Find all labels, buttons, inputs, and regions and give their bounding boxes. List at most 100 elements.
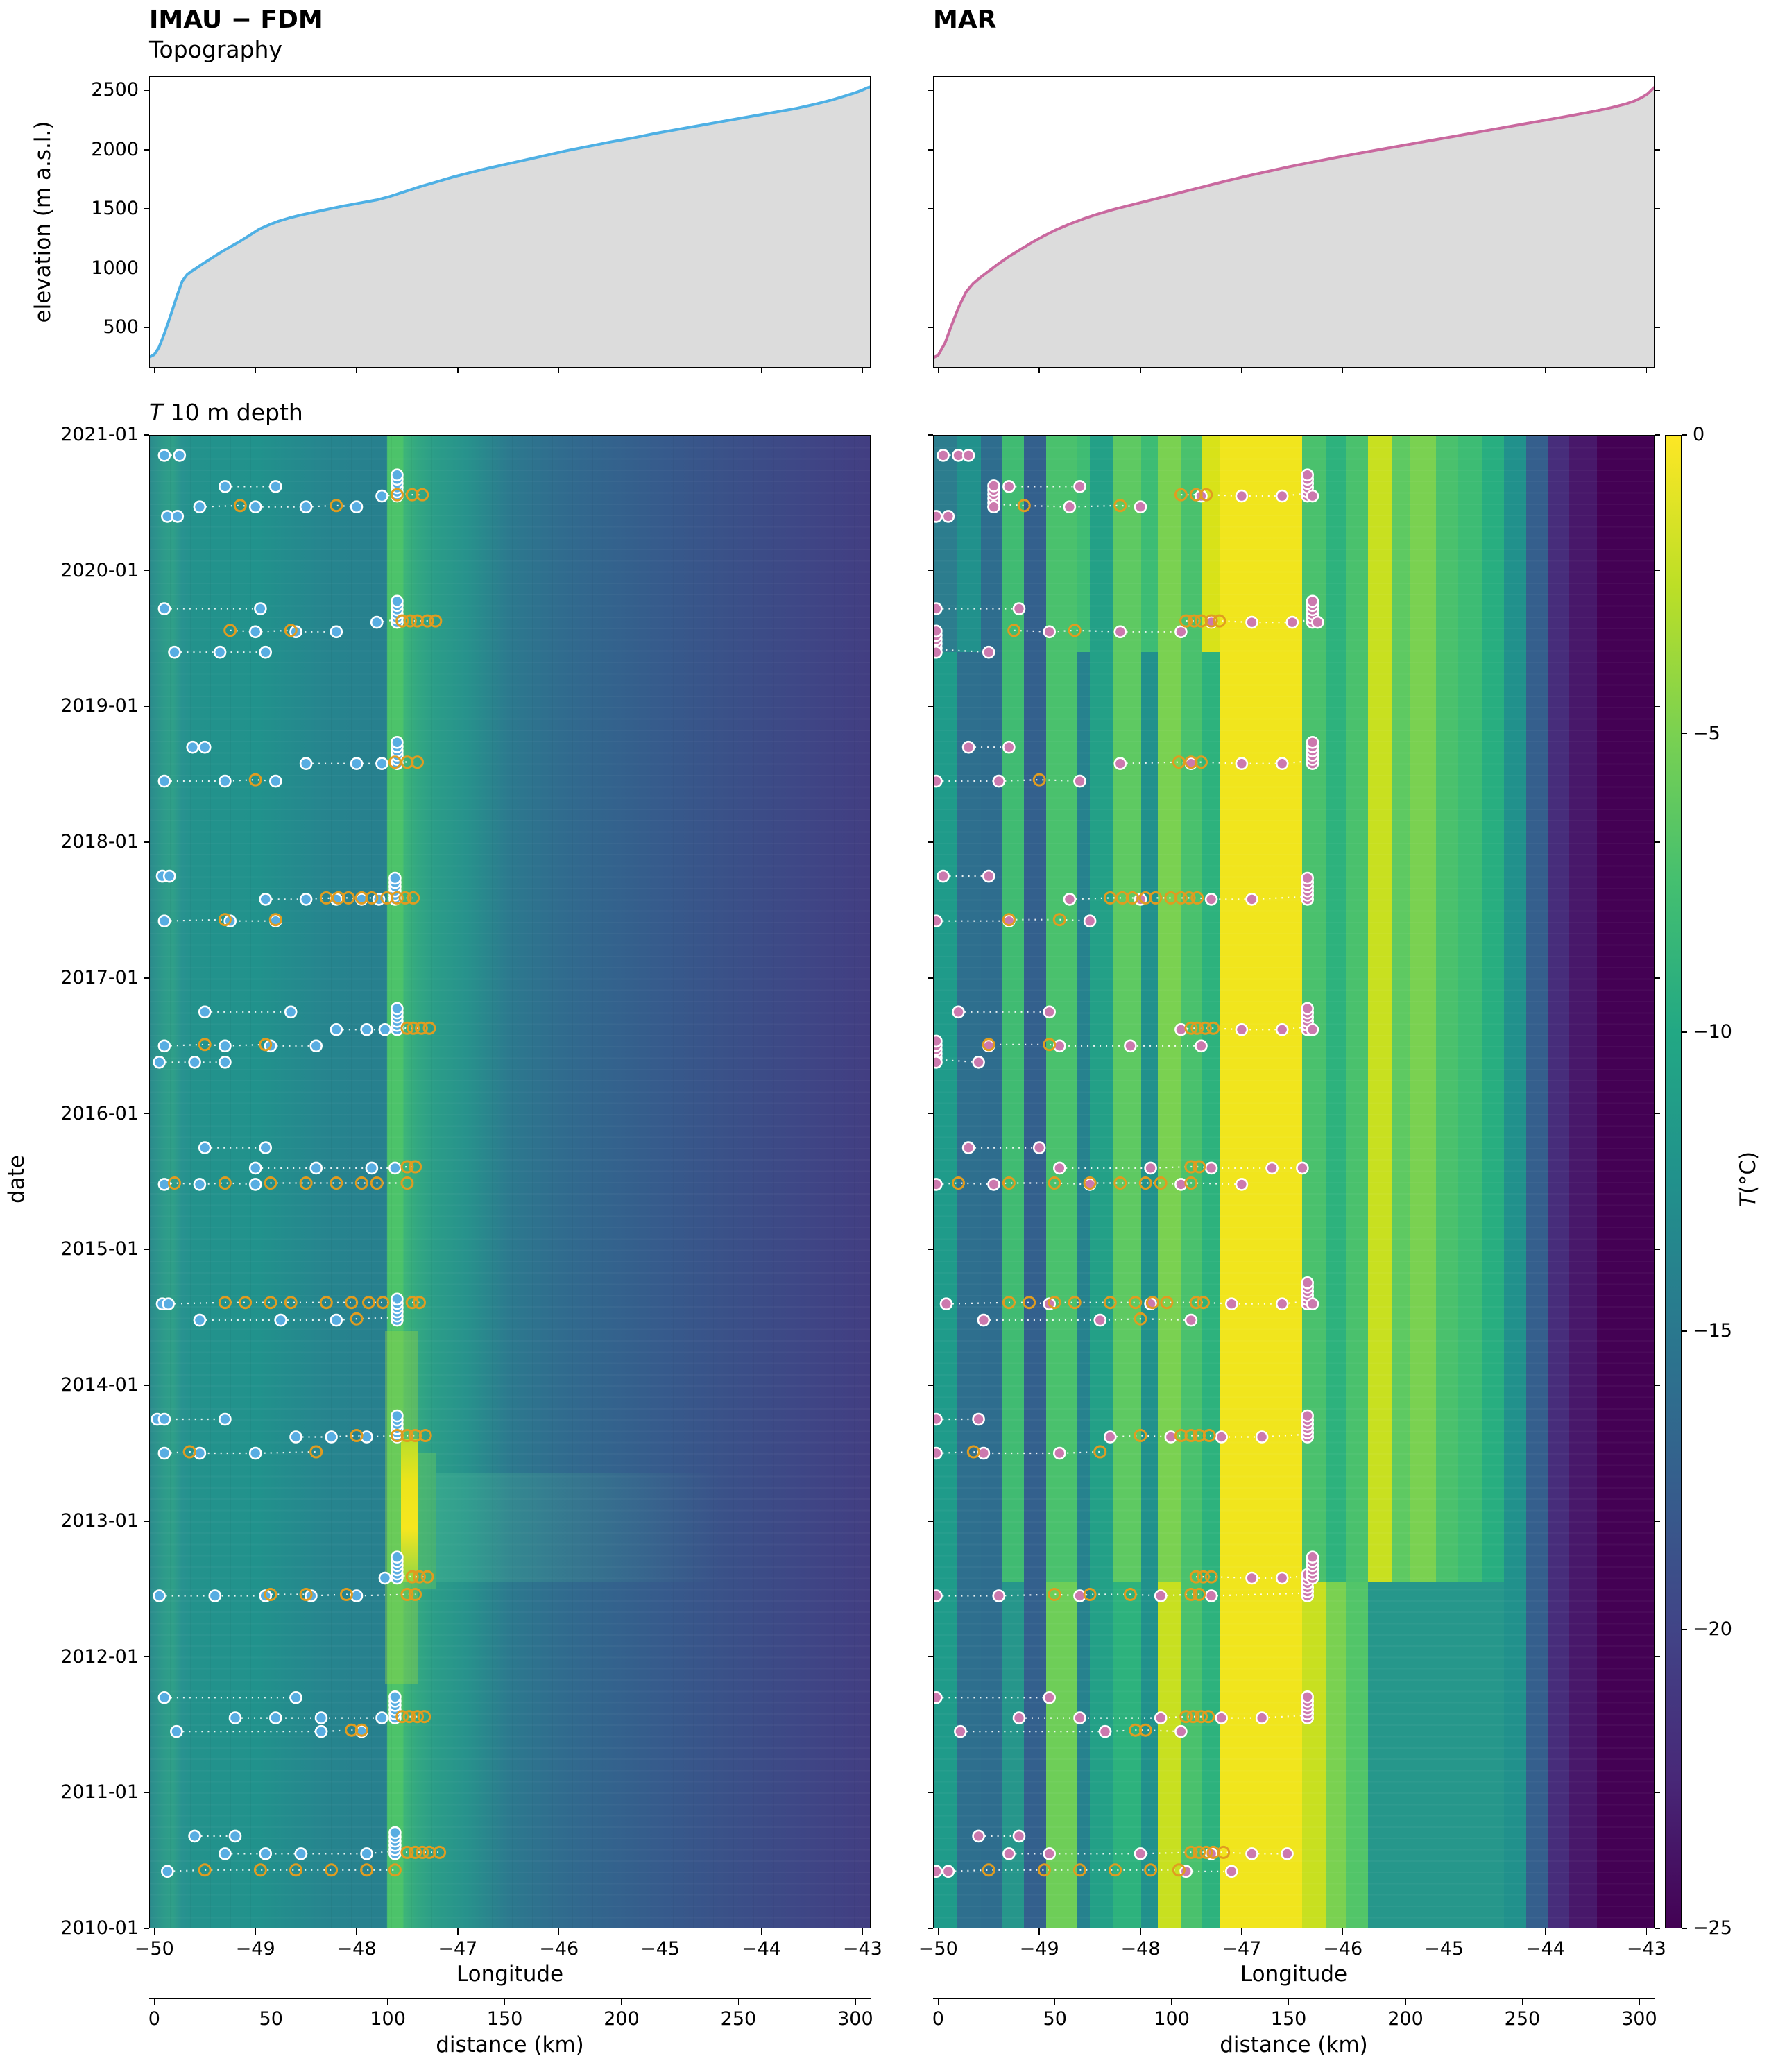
imau-fdm-sample-marker[interactable] <box>228 1829 242 1843</box>
mar-sample-marker[interactable] <box>1275 1022 1289 1036</box>
mar-sample-marker[interactable] <box>1306 1022 1319 1036</box>
imau-fdm-sample-marker[interactable] <box>259 645 272 659</box>
imau-fdm-sample-marker[interactable] <box>157 914 171 928</box>
mar-sample-marker[interactable] <box>1184 1313 1198 1327</box>
mar-sample-marker[interactable] <box>1275 489 1289 503</box>
modis-observation-marker[interactable] <box>429 614 443 628</box>
mar-sample-marker[interactable] <box>1113 757 1127 771</box>
imau-fdm-sample-marker[interactable] <box>248 500 262 513</box>
distance-tick[interactable] <box>737 1998 740 2005</box>
modis-observation-marker[interactable] <box>289 1863 302 1877</box>
modis-observation-marker[interactable] <box>284 1296 298 1310</box>
mar-sample-marker[interactable] <box>1215 1430 1229 1444</box>
modis-observation-marker[interactable] <box>411 1710 424 1724</box>
mar-sample-marker[interactable] <box>1124 1039 1137 1053</box>
imau-fdm-sample-marker[interactable] <box>299 893 313 906</box>
modis-observation-marker[interactable] <box>1202 1429 1216 1442</box>
modis-observation-marker[interactable] <box>376 1296 390 1310</box>
modis-observation-marker[interactable] <box>218 1176 232 1190</box>
modis-observation-marker[interactable] <box>1017 499 1031 513</box>
mar-sample-marker[interactable] <box>1043 1847 1056 1860</box>
modis-observation-marker[interactable] <box>390 891 404 905</box>
mar-sample-marker[interactable] <box>1053 1446 1066 1460</box>
imau-fdm-sample-marker[interactable] <box>157 774 171 788</box>
modis-observation-marker[interactable] <box>350 1429 364 1442</box>
mar-sample-marker[interactable] <box>1285 615 1299 629</box>
mar-sample-marker[interactable] <box>1204 1161 1218 1175</box>
modis-observation-marker[interactable] <box>1182 891 1196 905</box>
mar-sample-marker[interactable] <box>1255 1711 1269 1724</box>
mar-sample-marker[interactable] <box>1215 1711 1229 1724</box>
mar-sample-marker[interactable] <box>1275 1297 1289 1310</box>
mar-sample-marker[interactable] <box>941 1865 955 1878</box>
modis-observation-marker[interactable] <box>1032 773 1046 787</box>
imau-fdm-sample-marker[interactable] <box>391 1002 404 1016</box>
imau-fdm-sample-marker[interactable] <box>391 1409 404 1423</box>
mar-sample-marker[interactable] <box>934 1034 943 1048</box>
mar-sample-marker[interactable] <box>954 1724 967 1738</box>
mar-sample-marker[interactable] <box>972 1829 985 1843</box>
modis-observation-marker[interactable] <box>218 1296 232 1310</box>
modis-observation-marker[interactable] <box>218 913 232 927</box>
modis-observation-marker[interactable] <box>1204 1570 1218 1584</box>
imau-fdm-sample-marker[interactable] <box>378 1571 392 1585</box>
imau-fdm-sample-marker[interactable] <box>248 1446 262 1460</box>
mar-sample-marker[interactable] <box>934 1865 943 1878</box>
imau-fdm-sample-marker[interactable] <box>350 500 364 513</box>
modis-observation-marker[interactable] <box>1048 1296 1061 1310</box>
mar-sample-marker[interactable] <box>982 869 995 883</box>
heatmap-imau-fdm-image[interactable] <box>150 436 870 1928</box>
imau-fdm-sample-marker[interactable] <box>160 1865 174 1878</box>
imau-fdm-sample-marker[interactable] <box>170 1724 183 1738</box>
mar-sample-marker[interactable] <box>1012 602 1026 615</box>
imau-fdm-sample-marker[interactable] <box>219 1847 232 1860</box>
imau-fdm-sample-marker[interactable] <box>388 871 402 885</box>
mar-sample-marker[interactable] <box>1301 1002 1315 1016</box>
mar-sample-marker[interactable] <box>934 1691 943 1704</box>
imau-fdm-sample-marker[interactable] <box>350 757 364 771</box>
imau-fdm-sample-marker[interactable] <box>269 1711 282 1724</box>
modis-observation-marker[interactable] <box>1138 1176 1152 1190</box>
mar-sample-marker[interactable] <box>1073 480 1086 493</box>
distance-tick[interactable] <box>855 1998 856 2005</box>
imau-fdm-sample-marker[interactable] <box>157 1691 171 1704</box>
imau-fdm-sample-marker[interactable] <box>269 774 282 788</box>
imau-fdm-sample-marker[interactable] <box>378 1022 392 1036</box>
mar-sample-marker[interactable] <box>1053 1161 1066 1175</box>
modis-observation-marker[interactable] <box>416 1845 429 1859</box>
mar-sample-marker[interactable] <box>977 1313 991 1327</box>
mar-sample-marker[interactable] <box>972 1055 985 1069</box>
mar-sample-marker[interactable] <box>1235 757 1249 771</box>
mar-sample-marker[interactable] <box>1306 489 1319 503</box>
mar-sample-marker[interactable] <box>941 510 955 523</box>
imau-fdm-sample-marker[interactable] <box>188 1055 201 1069</box>
mar-sample-marker[interactable] <box>1154 1589 1168 1602</box>
modis-observation-marker[interactable] <box>223 624 237 637</box>
modis-observation-marker[interactable] <box>198 1038 212 1052</box>
modis-observation-marker[interactable] <box>403 614 417 628</box>
mar-sample-marker[interactable] <box>1195 1039 1208 1053</box>
modis-observation-marker[interactable] <box>1002 913 1016 927</box>
mar-sample-marker[interactable] <box>1073 774 1086 788</box>
imau-fdm-sample-marker[interactable] <box>157 1412 171 1426</box>
imau-fdm-sample-marker[interactable] <box>219 1412 232 1426</box>
mar-sample-marker[interactable] <box>1174 1724 1188 1738</box>
imau-fdm-sample-marker[interactable] <box>157 1446 171 1460</box>
modis-observation-marker[interactable] <box>1179 1710 1193 1724</box>
mar-sample-marker[interactable] <box>987 479 1000 493</box>
imau-fdm-sample-marker[interactable] <box>259 1141 272 1154</box>
modis-observation-marker[interactable] <box>400 1845 414 1859</box>
modis-observation-marker[interactable] <box>198 1863 212 1877</box>
mar-sample-marker[interactable] <box>1281 1847 1294 1860</box>
modis-observation-marker[interactable] <box>1204 614 1218 628</box>
modis-observation-marker[interactable] <box>1197 1570 1210 1584</box>
modis-observation-marker[interactable] <box>1174 488 1188 502</box>
modis-observation-marker[interactable] <box>433 1845 447 1859</box>
mar-sample-marker[interactable] <box>934 1412 943 1426</box>
modis-observation-marker[interactable] <box>330 1176 343 1190</box>
modis-observation-marker[interactable] <box>268 913 282 927</box>
mar-sample-marker[interactable] <box>1310 615 1324 629</box>
modis-observation-marker[interactable] <box>420 1570 434 1584</box>
imau-fdm-sample-marker[interactable] <box>325 1430 338 1444</box>
modis-observation-marker[interactable] <box>1068 624 1082 637</box>
